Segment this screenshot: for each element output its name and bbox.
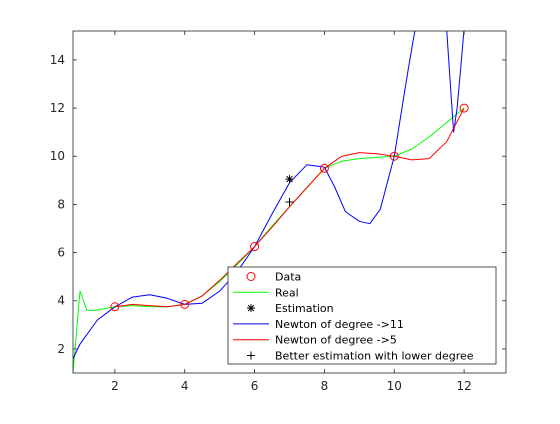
x-tick-label: 10	[387, 379, 402, 393]
legend: Data Real Estimation Newton of degree ->11 N…	[227, 266, 497, 365]
legend-label: Data	[275, 271, 301, 284]
legend-label: Real	[275, 286, 299, 299]
tick-layer: 2 4 6 8 10 12 2 4 6 8 10 12 14	[50, 31, 506, 393]
legend-entry: Better estimation with lower degree	[247, 350, 474, 363]
data-point-data	[459, 103, 469, 113]
legend-box	[227, 266, 497, 365]
axes-box	[72, 30, 507, 374]
data-point-better-estimation-with-lower-degree	[285, 198, 294, 206]
data-point-data	[180, 299, 190, 309]
y-tick-label: 12	[50, 101, 65, 115]
legend-swatch-estimation	[247, 304, 255, 313]
legend-entry: Newton of degree ->11	[233, 318, 404, 331]
data-point-data	[389, 151, 399, 161]
data-point-data	[250, 242, 260, 252]
y-tick-label: 10	[50, 149, 65, 163]
x-tick-label: 8	[321, 379, 329, 393]
series-line-newton-of-degree-11	[73, 31, 465, 359]
legend-label: Newton of degree ->5	[275, 334, 397, 347]
x-tick-label: 4	[181, 379, 189, 393]
y-tick-label: 2	[57, 342, 65, 356]
legend-swatch-better-estimation-with-lower-degree	[247, 351, 255, 360]
data-point-data	[319, 163, 329, 173]
y-tick-label: 8	[57, 197, 65, 211]
legend-entry: Newton of degree ->5	[233, 334, 397, 347]
legend-label: Newton of degree ->11	[275, 318, 404, 331]
data-point-data	[110, 302, 120, 312]
legend-entry: Real	[233, 286, 299, 299]
data-point-estimation	[285, 175, 294, 184]
legend-label: Better estimation with lower degree	[275, 350, 474, 363]
y-tick-label: 4	[57, 294, 65, 308]
legend-swatch-data	[246, 272, 256, 281]
x-tick-label: 12	[456, 379, 471, 393]
marker-layer	[110, 103, 469, 312]
series-layer	[73, 31, 465, 373]
legend-entry: Data	[246, 271, 301, 284]
x-tick-label: 2	[111, 379, 119, 393]
y-tick-label: 14	[50, 53, 65, 67]
series-line-newton-of-degree-5	[114, 107, 465, 308]
x-tick-label: 6	[251, 379, 259, 393]
legend-entry: Estimation	[247, 302, 334, 315]
legend-label: Estimation	[275, 302, 334, 315]
y-tick-label: 6	[57, 246, 65, 260]
